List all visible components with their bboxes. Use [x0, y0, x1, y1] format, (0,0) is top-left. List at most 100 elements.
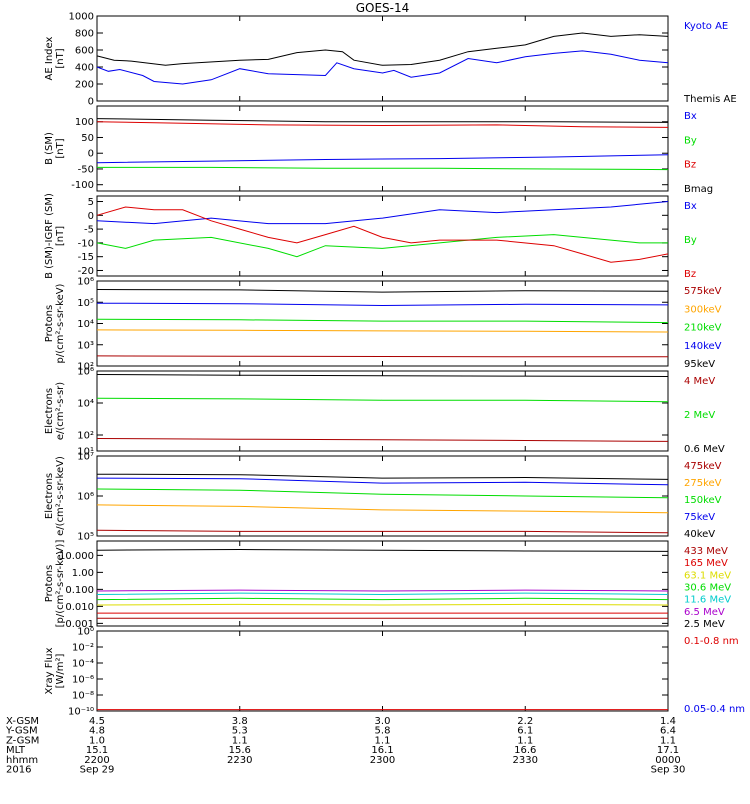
legend-label: 6.5 MeV — [684, 607, 725, 618]
y-axis-label-line: Electrons — [44, 473, 55, 519]
series-line-63-1-mev — [96, 603, 669, 606]
series-line-bx — [96, 201, 669, 225]
y-tick-label: 600 — [75, 46, 94, 57]
series-line-6-5-mev — [96, 589, 669, 592]
y-axis-label-line: [W/m²] — [55, 653, 66, 688]
y-axis-label-line: B (SM)-IGRF (SM) — [44, 193, 55, 279]
y-tick-label: 1.00 — [72, 568, 94, 579]
y-axis-label: Protons[p/(cm²-s-sr-keV)] — [44, 540, 66, 628]
x-tick-label: 0000 — [655, 755, 680, 766]
y-tick-label: 400 — [75, 63, 94, 74]
y-axis-label-line: Protons — [44, 565, 55, 602]
legend-label: Bmag — [684, 184, 713, 195]
y-axis-label-line: Electrons — [44, 388, 55, 434]
x-row-label: Z-GSM — [6, 735, 39, 746]
y-axis-label-line: p/(cm²-s-sr-keV) — [55, 283, 66, 363]
x-tick-label: 15.6 — [229, 745, 251, 756]
legend-label: By — [684, 135, 697, 146]
x-tick-label: 3.0 — [375, 716, 391, 727]
y-tick-label: 10⁻² — [72, 643, 94, 654]
x-tick-label: 6.4 — [660, 726, 676, 737]
legend-label: 2 MeV — [684, 410, 715, 421]
series-line-575kev — [96, 355, 668, 358]
series-line-275kev — [96, 504, 669, 514]
y-axis-label: Xray Flux[W/m²] — [44, 647, 66, 694]
y-axis-label-line: Protons — [44, 305, 55, 342]
legend-label: Bz — [684, 269, 696, 280]
y-tick-label: 10.000 — [59, 551, 94, 562]
y-axis-label-line: B (SM) — [44, 132, 55, 165]
y-tick-label: 0.001 — [65, 619, 94, 630]
series-line-bmag — [96, 118, 669, 123]
panel-frame — [96, 105, 669, 192]
figure-title: GOES-14 — [356, 1, 410, 15]
series-line-2-mev — [96, 397, 669, 403]
y-tick-label: 10³ — [77, 340, 94, 351]
x-tick-label: 2.2 — [517, 716, 533, 727]
y-tick-label: 10⁻¹⁰ — [68, 707, 94, 718]
legend-label: 40keV — [684, 529, 715, 540]
x-row-label: hhmm — [6, 755, 38, 766]
series-line-by — [97, 166, 669, 171]
legend-label: Themis AE — [683, 94, 737, 105]
series-line-0-6-mev — [96, 374, 669, 377]
panel-xray: 10⁰ 10⁻² 10⁻⁴ 10⁻⁶ 10⁻⁸ 10⁻¹⁰ Xray Flux[W/m²] 0… — [44, 627, 745, 718]
x-tick-label: 6.1 — [517, 726, 533, 737]
y-tick-label: -100 — [71, 180, 94, 191]
y-tick-label: 0 — [88, 149, 94, 160]
x-tick-label: 2200 — [84, 755, 109, 766]
series-line-kyoto-ae — [96, 50, 669, 85]
y-tick-label: 0.010 — [65, 602, 94, 613]
y-tick-label: 10⁴ — [77, 399, 94, 410]
legend-label: 11.6 MeV — [684, 595, 731, 606]
y-tick-label: -20 — [78, 266, 94, 277]
x-tick-label: 1.1 — [375, 735, 391, 746]
y-tick-label: 10⁴ — [77, 319, 94, 330]
x-tick-label: 1.1 — [517, 735, 533, 746]
legend-label: Bz — [684, 160, 696, 171]
x-tick-label: 1.1 — [232, 735, 248, 746]
y-tick-label: 10⁵ — [77, 532, 94, 543]
y-axis-label-line: Xray Flux — [44, 647, 55, 694]
legend-label: 575keV — [684, 286, 722, 297]
series-line-300kev — [96, 329, 669, 333]
y-tick-label: 10⁶ — [77, 367, 94, 378]
legend-label: Bx — [684, 111, 697, 122]
y-tick-label: 10⁶ — [77, 277, 94, 288]
panel-frame — [96, 630, 669, 712]
series-line-themis-ae — [96, 32, 669, 66]
y-tick-label: -10 — [78, 238, 94, 249]
x-tick-label: 17.1 — [657, 745, 679, 756]
y-tick-label: -5 — [84, 225, 94, 236]
series-line-140kev — [96, 302, 669, 307]
legend-label: 30.6 MeV — [684, 583, 731, 594]
x-tick-label: 5.3 — [232, 726, 248, 737]
panel-frame — [96, 15, 669, 102]
series-line-by — [96, 234, 668, 258]
panel-ae: 0 200 400 600 800 1000 AE Index[nT] Kyoto AE The… — [44, 12, 737, 108]
y-axis-label: B (SM)-IGRF (SM)[nT] — [44, 193, 66, 279]
x-row-label: MLT — [6, 745, 26, 756]
legend-label: 75keV — [684, 512, 715, 523]
y-tick-label: 10⁵ — [77, 298, 94, 309]
y-tick-label: 800 — [75, 29, 94, 40]
series-line-210kev — [96, 318, 669, 324]
x-tick-label: 4.5 — [89, 716, 105, 727]
x-tick-label: 1.0 — [89, 735, 105, 746]
y-tick-label: 10¹ — [77, 447, 94, 458]
y-tick-label: 10⁷ — [77, 452, 94, 463]
series-line-11-6-mev — [96, 592, 669, 596]
panel-frame — [96, 280, 669, 367]
panel-bsm: -100 -50 0 50 100 B (SM)[nT] Bx By Bz Bmag — [44, 105, 713, 195]
x-tick-label: 2230 — [227, 755, 252, 766]
x-tick-label: Sep 30 — [651, 765, 686, 776]
y-tick-label: 1000 — [69, 12, 94, 23]
x-row-label: X-GSM — [6, 716, 39, 727]
legend-label: 63.1 MeV — [684, 570, 731, 581]
y-axis-label-line: [p/(cm²-s-sr-keV)] — [55, 540, 66, 628]
panel-protons1: 10² 10³ 10⁴ 10⁵ 10⁶ Protonsp/(cm²-s-sr-keV) 57… — [44, 277, 722, 373]
series-line-475kev — [96, 529, 669, 534]
y-tick-label: -50 — [78, 164, 94, 175]
y-tick-label: 10⁻⁸ — [72, 691, 94, 702]
y-axis-label-line: [nT] — [55, 226, 66, 246]
